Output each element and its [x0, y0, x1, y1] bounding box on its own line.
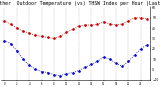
Title: Milwaukee Weather  Outdoor Temperature (vs) THSW Index per Hour (Last 24 Hours): Milwaukee Weather Outdoor Temperature (v…	[0, 1, 160, 6]
